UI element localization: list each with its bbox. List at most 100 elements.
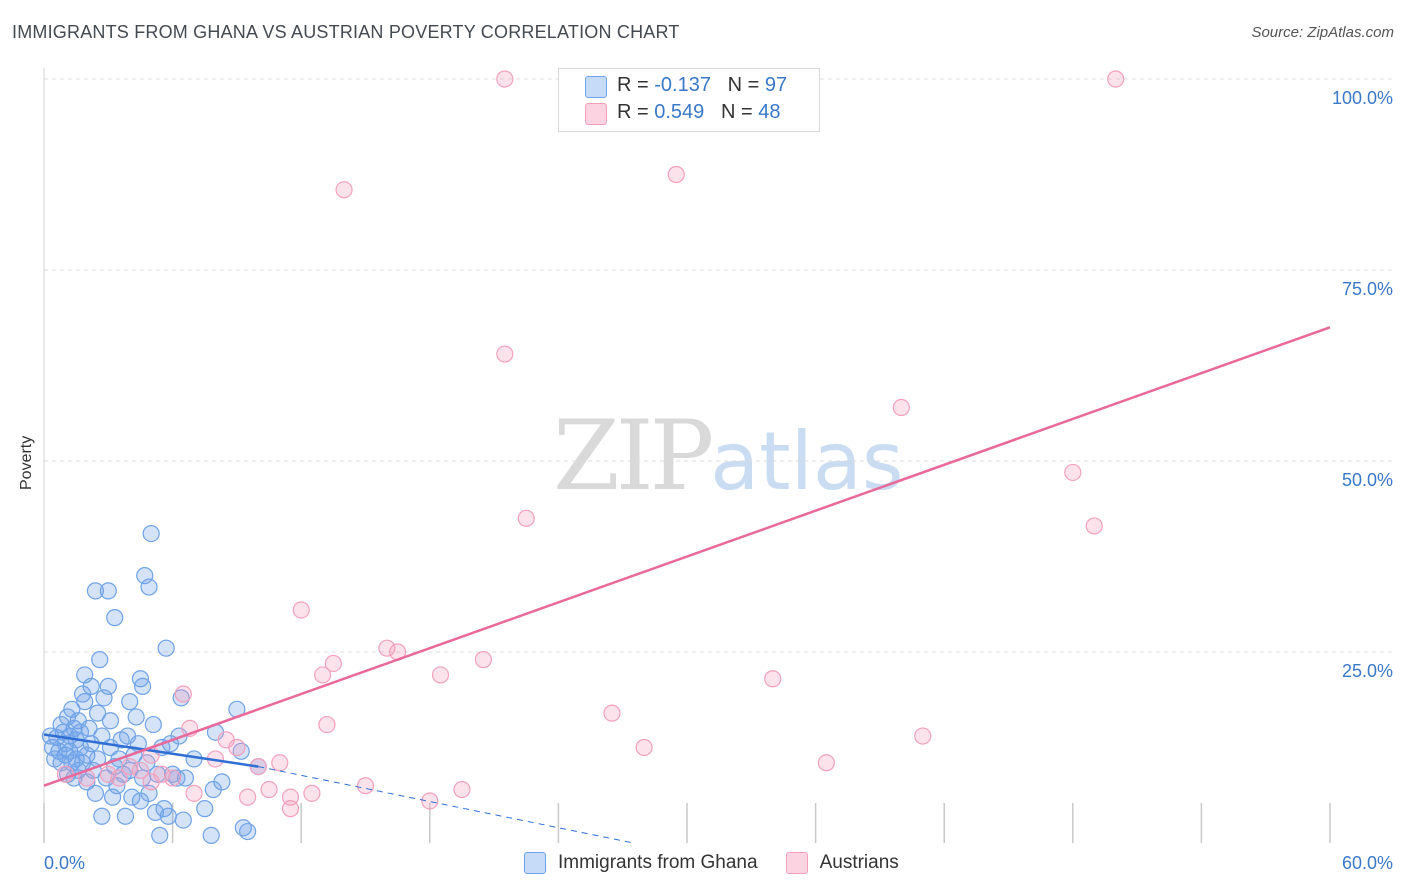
series-legend: Immigrants from Ghana Austrians [524,852,927,874]
r-value-ghana: -0.137 [654,74,711,96]
ghana-point [82,677,100,695]
y-tick-label: 25.0% [1342,661,1393,681]
legend-item-austrians[interactable]: Austrians [785,852,899,874]
austrians-point [635,738,653,757]
ghana-point [151,826,169,844]
austrians-trend-line [43,326,1331,787]
austrians-point [1107,70,1125,88]
ghana-swatch [585,76,607,98]
austrians-point [153,765,171,783]
ghana-point [157,639,175,657]
austrians-point [110,769,128,787]
austrians-point [1064,463,1082,482]
chart-title: IMMIGRANTS FROM GHANA VS AUSTRIAN POVERT… [12,22,680,42]
n-value-ghana: 97 [764,74,788,96]
trend-layer [43,326,1331,844]
ghana-trend-line [43,733,259,768]
axis-layer [43,68,1331,843]
austrians-point [292,601,310,619]
austrians-point [260,780,278,799]
austrians-point [378,639,396,657]
x-tick-label-max: 60.0% [1342,853,1393,873]
austrians-point [131,761,150,780]
legend-item-ghana[interactable]: Immigrants from Ghana [524,852,758,874]
ghana-point [116,807,135,825]
ghana-point [142,524,160,543]
ghana-point [239,822,257,841]
austrians-point [324,654,342,673]
ghana-point [86,582,105,600]
ghana-point [86,784,105,802]
austrians-point [335,181,353,199]
ghana-point [101,712,120,730]
austrians-point [474,651,492,669]
y-tick-label: 100.0% [1332,88,1393,108]
austrians-point [318,715,336,734]
austrians-point [228,738,246,757]
ghana-point [202,826,220,844]
ghana-point [106,609,124,627]
stats-text-austrians: R = 0.549 N = 48 [617,101,781,123]
austrians-point [239,788,257,806]
legend-label-austrians: Austrians [819,852,899,873]
austrians-point [1085,517,1103,535]
r-value-austrians: 0.549 [654,101,705,123]
austrians-point [431,666,450,684]
ghana-point [213,773,231,791]
austrians-swatch [585,103,607,125]
austrians-point [914,727,932,745]
ghana-point [133,677,152,695]
austrians-point [496,70,514,88]
austrians-point [185,784,203,802]
austrians-point [314,666,332,684]
ghana-point [159,807,177,825]
ghana-point [76,693,94,711]
ghana-point [123,788,141,806]
austrians-point [421,792,439,810]
legend-label-ghana: Immigrants from Ghana [558,852,758,873]
austrians-point [892,398,910,417]
y-tick-label: 75.0% [1342,279,1393,299]
stats-text-ghana: R = -0.137 N = 97 [617,74,788,96]
austrians-point [99,765,117,783]
austrians-point [271,754,289,772]
austrians-point [281,800,300,818]
ghana-point [176,769,195,787]
ghana-point [88,704,107,722]
austrians-point [517,509,535,527]
austrians-point [817,754,835,772]
ghana-point [146,803,165,822]
ghana-point [99,582,117,600]
legend-swatch-ghana [524,852,546,874]
ghana-point [93,807,111,825]
source-label: Source: ZipAtlas.com [1251,24,1394,41]
austrians-point [453,780,471,799]
austrians-point [603,704,621,722]
austrians-point [174,685,192,703]
y-tick-label: 50.0% [1342,470,1393,490]
austrians-point [496,345,514,363]
ghana-point [144,715,162,734]
grid-layer [44,78,1394,653]
watermark-zip: ZIP [553,400,714,512]
x-tick-label-min: 0.0% [44,853,85,873]
austrians-point [356,777,375,795]
ghana-point [91,651,109,669]
austrians-point [303,784,321,802]
ghana-point [127,708,145,726]
ghana-trend-extension [258,766,634,844]
ghana-point [99,677,117,695]
ghana-point [121,693,139,711]
ghana-point [174,811,192,829]
austrians-point [764,670,782,688]
stats-legend: R = -0.137 N = 97 R = 0.549 N = 48 [558,68,820,132]
austrians-point [667,165,685,184]
ghana-point [196,800,214,818]
label-layer: 25.0% 50.0% 75.0% 100.0% 0.0% 60.0% [44,88,1393,873]
ghana-point [140,578,158,596]
n-value-austrians: 48 [758,101,781,123]
austrians-point [121,757,139,776]
legend-swatch-austrians [785,852,808,874]
austrians-point [164,769,182,787]
